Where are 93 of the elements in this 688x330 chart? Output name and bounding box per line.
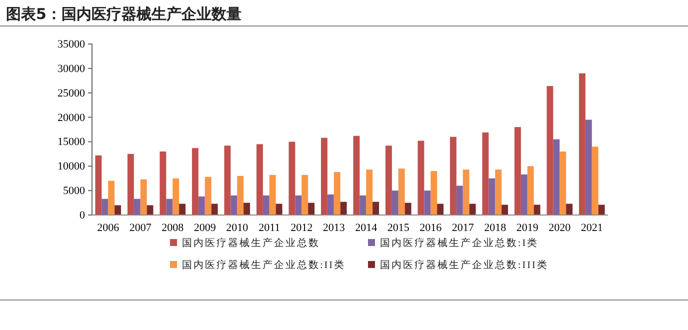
x-tick-label: 2019 (516, 222, 539, 234)
bar (327, 194, 334, 215)
x-tick-label: 2014 (355, 222, 378, 234)
y-tick-label: 25000 (58, 87, 86, 100)
x-tick-label: 2009 (194, 222, 216, 234)
bar (334, 172, 340, 215)
x-tick-label: 2016 (420, 222, 442, 234)
bar (102, 198, 108, 215)
bar (198, 196, 205, 215)
bar (534, 204, 540, 215)
bar (146, 205, 154, 215)
bar (127, 154, 134, 215)
legend-label: 国内医疗器械生产企业总数 (182, 237, 320, 249)
x-tick-label: 2020 (548, 222, 572, 234)
y-tick-label: 35000 (58, 38, 86, 51)
x-tick-label: 2011 (258, 222, 280, 234)
y-tick-label: 15000 (58, 136, 86, 148)
x-tick-label: 2007 (129, 222, 152, 234)
x-tick-label: 2012 (290, 222, 313, 234)
x-tick-label: 2008 (162, 222, 184, 234)
bar (488, 178, 496, 215)
bar (392, 190, 398, 215)
bar (211, 204, 218, 215)
x-tick-label: 2021 (580, 222, 603, 234)
x-tick-label: 2017 (452, 222, 474, 234)
bar (469, 204, 476, 215)
bar (598, 204, 605, 215)
bar (262, 195, 270, 215)
bar (482, 132, 489, 215)
bar (462, 170, 470, 215)
y-tick-label: 30000 (58, 62, 86, 75)
bar (514, 127, 521, 215)
bar (424, 190, 431, 215)
bar (366, 170, 373, 215)
bar (179, 204, 186, 215)
bar (456, 186, 463, 215)
bar (566, 204, 573, 215)
bar (237, 176, 244, 215)
bar (134, 198, 140, 215)
x-tick-label: 2006 (97, 222, 120, 234)
bar (224, 146, 231, 215)
bar (276, 204, 282, 215)
y-tick-label: 10000 (58, 160, 86, 173)
bar (360, 195, 366, 215)
bar (437, 204, 444, 215)
bar (560, 151, 566, 215)
bar (256, 144, 263, 215)
bar (578, 73, 586, 215)
legend-label: 国内医疗器械生产企业总数:III类 (380, 259, 548, 271)
bar (192, 148, 198, 215)
bar (230, 195, 238, 215)
y-tick-label: 0 (80, 210, 86, 222)
bar (340, 202, 347, 215)
bar (372, 202, 380, 215)
bar (269, 174, 276, 215)
y-tick-label: 5000 (63, 185, 86, 198)
bar (114, 205, 122, 215)
bar (546, 86, 554, 215)
bar (244, 202, 250, 215)
chart-title: 图表5：国内医疗器械生产企业数量 (6, 5, 242, 23)
x-tick-label: 2018 (484, 222, 507, 234)
bar (430, 171, 438, 215)
bar (95, 155, 102, 215)
bar (320, 138, 328, 215)
bar (404, 202, 412, 215)
bar (353, 136, 360, 215)
bar (418, 140, 424, 215)
bar (495, 170, 502, 215)
legend-label: 国内医疗器械生产企业总数:I类 (380, 237, 539, 249)
bar (160, 151, 166, 215)
bar (527, 166, 534, 215)
bar (204, 176, 212, 215)
bar (398, 168, 405, 215)
bar (592, 146, 598, 215)
bar (520, 174, 528, 215)
bar (450, 136, 456, 215)
x-tick-label: 2015 (387, 222, 410, 234)
bar (502, 204, 508, 215)
bar (385, 146, 392, 215)
bar (585, 120, 592, 215)
bar (288, 142, 296, 215)
bar (553, 139, 560, 215)
y-tick-label: 20000 (58, 112, 86, 124)
x-tick-label: 2010 (226, 222, 249, 234)
x-tick-label: 2013 (322, 222, 346, 234)
bar (166, 198, 173, 215)
bar (108, 180, 115, 215)
bar (140, 179, 147, 215)
bar (302, 174, 308, 215)
legend-label: 国内医疗器械生产企业总数:II类 (182, 259, 346, 271)
bar (308, 202, 315, 215)
bar (172, 178, 180, 215)
bar (295, 195, 302, 215)
